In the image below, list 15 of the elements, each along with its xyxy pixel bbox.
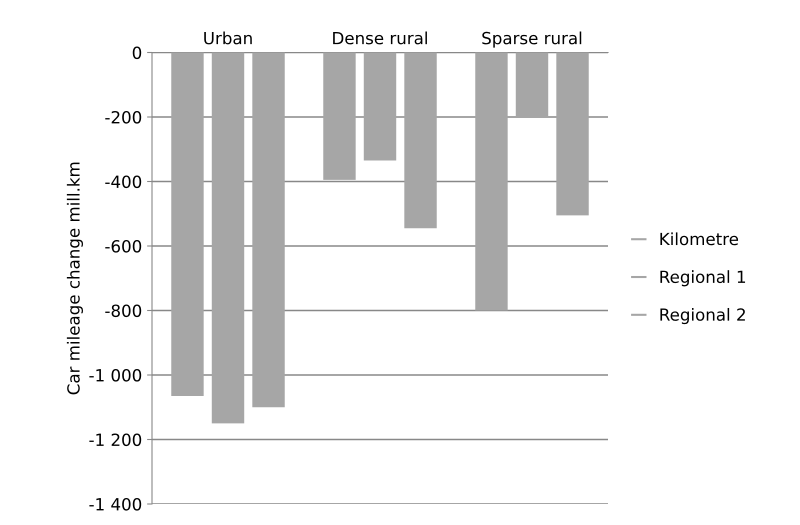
y-tick-label: -800 — [105, 304, 142, 318]
y-tick-label: -1 000 — [89, 368, 142, 382]
x-tick-label: Sparse rural — [482, 32, 582, 48]
legend-label: Regional 1 — [660, 270, 746, 286]
y-tick-label: -1 200 — [89, 433, 142, 446]
y-tick-label: -400 — [105, 175, 142, 188]
legend-label: Kilometre — [660, 232, 738, 246]
y-axis-title: Car mileage change mill.km — [66, 162, 83, 394]
y-tick-label: -200 — [105, 110, 142, 124]
legend-label: Regional 2 — [660, 308, 745, 324]
x-tick-label: Dense rural — [333, 32, 427, 44]
y-tick-label: -600 — [105, 240, 142, 253]
y-tick-label: 0 — [132, 46, 142, 60]
x-tick-label: Urban — [204, 32, 252, 44]
y-tick-label: -1 400 — [89, 498, 142, 511]
